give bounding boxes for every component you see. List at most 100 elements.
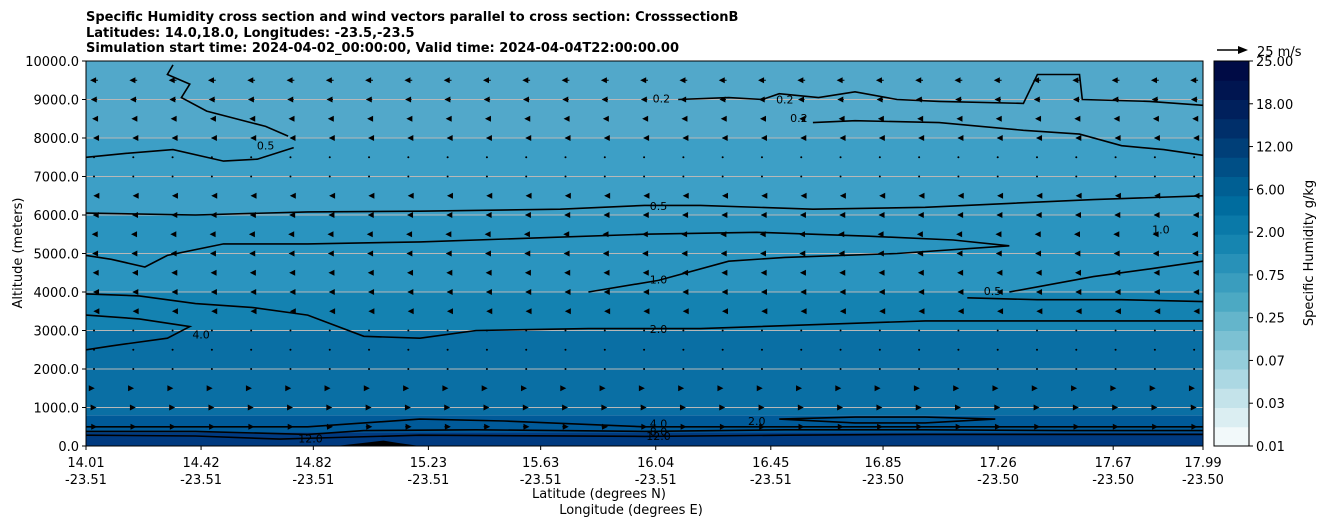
wind-vector <box>876 423 884 430</box>
wind-vector <box>797 404 804 411</box>
wind-vector-head <box>442 385 449 392</box>
wind-vector-head <box>209 231 216 238</box>
wind-vector-head <box>838 231 845 238</box>
wind-vector <box>957 269 964 276</box>
wind-vector <box>604 192 611 199</box>
wind-vector-head <box>1112 96 1119 103</box>
wind-vector <box>719 423 726 430</box>
wind-vector <box>721 329 724 332</box>
wind-vector <box>878 135 885 141</box>
wind-vector <box>878 368 881 370</box>
wind-vector <box>1152 250 1159 257</box>
wind-vector <box>837 423 844 430</box>
wind-vector <box>878 156 881 159</box>
wind-vector-head <box>957 308 964 315</box>
wind-vector <box>643 175 646 178</box>
wind-vector-head <box>837 423 844 430</box>
colorbar-swatch <box>1214 311 1249 331</box>
wind-vector-head <box>363 385 370 392</box>
wind-vector-head <box>756 385 763 392</box>
y-axis-label: Altitude (meters) <box>11 198 26 309</box>
wind-vector-head <box>957 289 964 295</box>
wind-vector <box>876 404 883 411</box>
wind-vector <box>878 348 881 351</box>
wind-vector-head <box>681 231 688 238</box>
wind-vector <box>326 423 333 430</box>
wind-vector-head <box>1153 135 1160 141</box>
wind-vector-head <box>131 212 138 218</box>
wind-vector-head <box>722 192 729 199</box>
wind-vector <box>210 368 213 370</box>
wind-vector-head <box>1112 404 1119 411</box>
wind-vector <box>839 156 842 159</box>
wind-vector <box>407 269 414 276</box>
wind-vector <box>760 368 763 370</box>
wind-vector-head <box>721 289 728 295</box>
wind-vector-head <box>250 308 257 315</box>
wind-vector <box>641 231 648 238</box>
wind-vector-head <box>680 96 687 103</box>
wind-vector-head <box>916 423 923 430</box>
wind-vector <box>564 156 567 159</box>
wind-vector <box>171 329 174 332</box>
wind-vector <box>603 135 610 141</box>
wind-vector <box>91 231 98 238</box>
wind-vector-head <box>367 269 374 276</box>
wind-vector <box>1191 231 1198 238</box>
wind-vector <box>760 212 767 218</box>
wind-vector <box>798 231 805 238</box>
wind-vector <box>997 308 1004 315</box>
wind-vector <box>1153 135 1160 141</box>
wind-vector-head <box>877 231 884 238</box>
contour-label: 4.0 <box>650 418 668 431</box>
wind-vector-head <box>287 423 294 430</box>
wind-vector-head <box>839 308 846 315</box>
wind-vector <box>957 329 960 332</box>
wind-vector-head <box>799 115 806 122</box>
wind-vector-head <box>839 192 846 199</box>
wind-vector <box>524 115 531 122</box>
wind-vector <box>1113 250 1120 257</box>
wind-vector-head <box>603 212 610 218</box>
wind-vector <box>484 115 491 122</box>
wind-vector <box>603 329 606 332</box>
wind-vector <box>996 289 1003 295</box>
wind-vector <box>1071 385 1078 392</box>
wind-vector <box>878 212 885 218</box>
wind-vector <box>1114 348 1117 351</box>
wind-vector <box>289 269 296 276</box>
wind-vector-head <box>956 115 963 122</box>
wind-vector <box>797 96 805 103</box>
wind-vector <box>721 175 724 178</box>
wind-vector <box>444 404 451 411</box>
wind-vector-head <box>207 77 214 84</box>
wind-vector-head <box>1075 135 1082 141</box>
wind-vector-head <box>1036 135 1043 141</box>
wind-vector <box>836 77 845 84</box>
wind-vector <box>208 96 216 103</box>
wind-vector <box>522 404 529 411</box>
wind-vector <box>1074 231 1081 238</box>
wind-vector <box>129 404 136 411</box>
wind-vector-head <box>1192 115 1199 122</box>
wind-vector <box>445 115 452 122</box>
wind-vector <box>879 308 886 315</box>
wind-vector <box>1193 192 1200 199</box>
wind-vector-head <box>915 404 922 411</box>
wind-vector <box>1153 289 1160 295</box>
wind-vector <box>875 77 884 84</box>
wind-vector <box>210 175 213 178</box>
wind-vector <box>1153 329 1156 332</box>
wind-vector <box>642 212 649 218</box>
wind-vector <box>682 269 689 276</box>
wind-vector <box>90 77 98 84</box>
x-tick-label-lat: 16.04 <box>637 456 674 471</box>
wind-vector-head <box>996 212 1003 218</box>
colorbar-swatch <box>1214 253 1249 274</box>
colorbar: 0.01 0.03 0.07 0.25 0.75 2.00 6.00 12.00 18.00 25… <box>1213 55 1293 455</box>
wind-vector <box>132 368 135 370</box>
wind-vector-head <box>130 423 137 430</box>
wind-vector <box>132 329 135 332</box>
wind-vector-head <box>1035 115 1042 122</box>
wind-vector-head <box>289 212 296 218</box>
